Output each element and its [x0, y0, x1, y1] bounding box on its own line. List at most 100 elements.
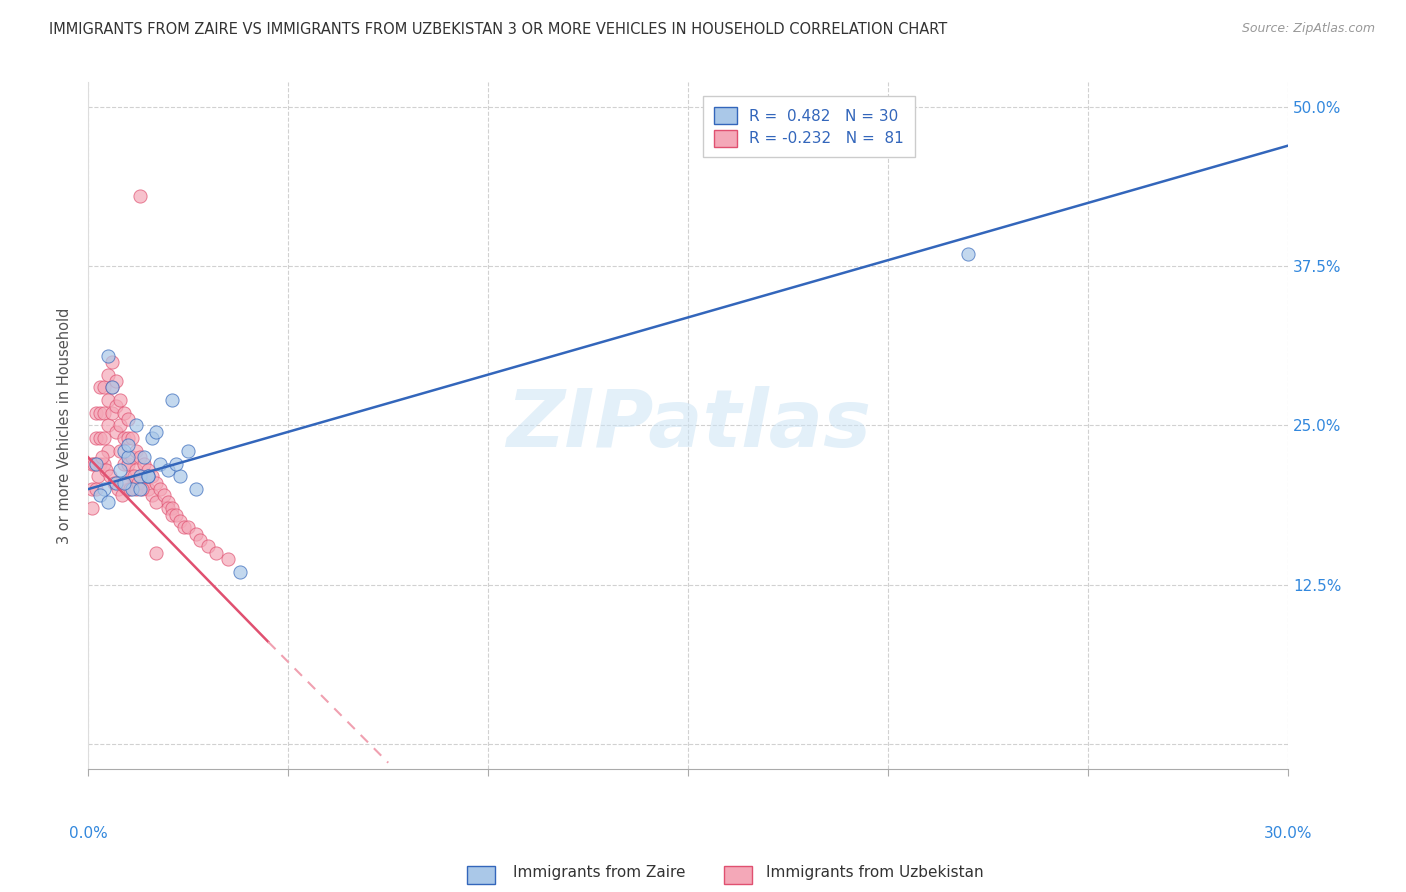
Point — [97, 349, 120, 363]
Point — [177, 444, 200, 458]
Point — [121, 450, 143, 465]
Point — [177, 520, 200, 534]
Point — [141, 431, 163, 445]
Point — [173, 520, 195, 534]
Point — [87, 469, 110, 483]
Legend: R =  0.482   N = 30, R = -0.232   N =  81: R = 0.482 N = 30, R = -0.232 N = 81 — [703, 96, 915, 157]
Point — [97, 368, 120, 382]
Point — [84, 457, 107, 471]
Point — [117, 450, 139, 465]
Point — [97, 418, 120, 433]
Point — [121, 469, 143, 483]
Point — [136, 469, 159, 483]
Point — [101, 406, 124, 420]
Point — [149, 482, 172, 496]
Point — [217, 552, 239, 566]
Point — [108, 444, 131, 458]
Point — [153, 488, 176, 502]
Point — [125, 418, 148, 433]
Point — [112, 431, 135, 445]
Point — [117, 457, 139, 471]
Point — [105, 374, 128, 388]
Point — [93, 431, 115, 445]
Point — [115, 475, 138, 490]
Point — [157, 501, 180, 516]
Point — [112, 475, 135, 490]
Point — [122, 469, 145, 483]
Point — [93, 457, 115, 471]
Point — [83, 457, 105, 471]
Point — [82, 482, 104, 496]
Point — [112, 457, 135, 471]
Point — [165, 508, 187, 522]
Point — [89, 431, 111, 445]
Point — [141, 488, 163, 502]
Point — [84, 482, 107, 496]
Point — [205, 546, 228, 560]
Text: IMMIGRANTS FROM ZAIRE VS IMMIGRANTS FROM UZBEKISTAN 3 OR MORE VEHICLES IN HOUSEH: IMMIGRANTS FROM ZAIRE VS IMMIGRANTS FROM… — [49, 22, 948, 37]
Point — [160, 392, 183, 407]
Point — [117, 437, 139, 451]
Point — [120, 482, 142, 496]
Point — [160, 501, 183, 516]
Point — [112, 406, 135, 420]
Point — [107, 482, 129, 496]
Point — [105, 425, 128, 439]
Text: Immigrants from Zaire: Immigrants from Zaire — [513, 865, 686, 880]
Point — [93, 406, 115, 420]
Point — [957, 246, 980, 260]
Point — [136, 463, 159, 477]
Point — [188, 533, 211, 547]
Point — [111, 488, 134, 502]
Point — [82, 457, 104, 471]
Point — [129, 189, 152, 203]
Point — [141, 469, 163, 483]
Point — [101, 355, 124, 369]
Point — [84, 457, 107, 471]
Point — [105, 400, 128, 414]
Point — [117, 431, 139, 445]
Point — [117, 482, 139, 496]
Point — [98, 469, 121, 483]
Point — [117, 412, 139, 426]
Point — [165, 457, 187, 471]
Point — [169, 469, 191, 483]
Point — [134, 450, 156, 465]
Point — [136, 469, 159, 483]
Point — [103, 475, 125, 490]
Text: 30.0%: 30.0% — [1264, 826, 1313, 841]
Point — [89, 406, 111, 420]
Point — [145, 425, 167, 439]
Point — [129, 482, 152, 496]
Point — [197, 540, 219, 554]
Point — [101, 380, 124, 394]
Point — [93, 380, 115, 394]
Point — [157, 495, 180, 509]
Point — [186, 526, 208, 541]
Point — [108, 392, 131, 407]
Point — [89, 457, 111, 471]
Point — [97, 495, 120, 509]
Point — [84, 431, 107, 445]
Point — [125, 463, 148, 477]
Point — [129, 469, 152, 483]
Text: ZIPatlas: ZIPatlas — [506, 386, 870, 465]
Point — [121, 431, 143, 445]
Text: Immigrants from Uzbekistan: Immigrants from Uzbekistan — [766, 865, 984, 880]
Point — [89, 488, 111, 502]
Point — [91, 450, 114, 465]
Point — [97, 444, 120, 458]
Point — [84, 406, 107, 420]
Point — [129, 469, 152, 483]
Point — [145, 546, 167, 560]
Y-axis label: 3 or more Vehicles in Household: 3 or more Vehicles in Household — [58, 308, 72, 544]
Point — [186, 482, 208, 496]
Point — [229, 565, 252, 579]
Point — [96, 463, 118, 477]
Point — [108, 418, 131, 433]
Point — [169, 514, 191, 528]
Point — [127, 475, 149, 490]
Point — [131, 482, 153, 496]
Point — [157, 463, 180, 477]
Point — [89, 380, 111, 394]
